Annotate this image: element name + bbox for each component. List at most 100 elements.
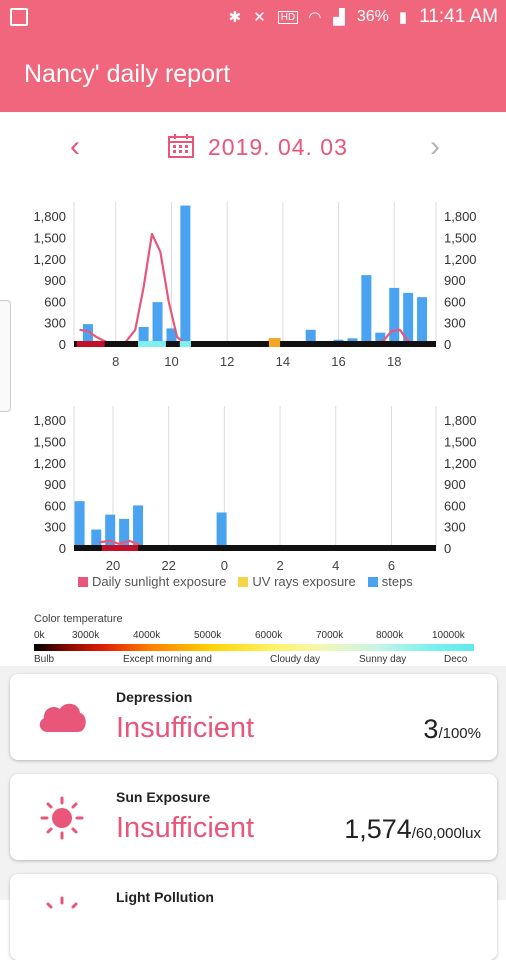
ct-label: Except morning and [123, 654, 212, 665]
ct-tick: 3000k [72, 630, 100, 641]
steps-bar [91, 529, 102, 548]
color-temperature-labels: Bulb Except morning and Cloudy day Sunny… [34, 654, 474, 666]
y-tick-label-right: 900 [444, 273, 466, 288]
y-tick-label-left: 900 [44, 477, 66, 492]
x-tick-label: 2 [276, 558, 283, 573]
y-tick-label-right: 1,500 [444, 231, 477, 246]
steps-bar [133, 505, 144, 548]
x-tick-label: 20 [106, 558, 120, 573]
baseline-strip [74, 341, 436, 347]
status-bar: ✱ ✕ HD ◠ ▟ 36% ▮ 11:41 AM [0, 0, 506, 36]
previous-day-button[interactable]: ‹ [70, 130, 80, 163]
y-tick-label-right: 600 [444, 294, 466, 309]
chart-legend: Daily sunlight exposure UV rays exposure… [78, 574, 413, 589]
baseline-strip-segment [76, 341, 105, 347]
battery-icon: ▮ [398, 9, 410, 26]
x-tick-label: 14 [276, 354, 290, 369]
steps-bar [152, 302, 163, 344]
light-pollution-card[interactable]: Light Pollution [10, 874, 497, 960]
card-status: Insufficient [116, 812, 255, 844]
y-tick-label-left: 300 [44, 520, 66, 535]
y-tick-label-right: 1,500 [444, 435, 477, 450]
y-tick-label-left: 1,800 [33, 413, 66, 428]
ct-label: Cloudy day [270, 654, 321, 665]
y-tick-label-left: 600 [44, 498, 66, 513]
ct-tick: 7000k [316, 630, 344, 641]
baseline-strip-segment [179, 341, 191, 347]
x-tick-label: 10 [164, 354, 178, 369]
color-temperature-scale: Color temperature 0k 3000k 4000k 5000k 6… [0, 606, 506, 670]
steps-bar [403, 292, 414, 344]
card-title: Depression [116, 689, 193, 705]
next-day-button[interactable]: › [430, 130, 440, 163]
ct-tick: 4000k [133, 630, 161, 641]
y-tick-label-left: 600 [44, 294, 66, 309]
ct-label: Sunny day [359, 654, 407, 665]
y-tick-label-right: 1,200 [444, 456, 477, 471]
hd-voice-badge: HD [277, 10, 299, 24]
y-tick-label-left: 1,200 [33, 456, 66, 471]
cloud-icon [39, 703, 86, 732]
ct-tick: 8000k [376, 630, 404, 641]
y-tick-label-right: 1,800 [444, 209, 477, 224]
page-title: Nancy' daily report [24, 60, 231, 88]
x-tick-label: 22 [161, 558, 175, 573]
steps-bar [389, 287, 400, 344]
depression-card[interactable]: Depression Insufficient 3/100% [10, 674, 497, 760]
steps-bar [105, 514, 116, 548]
x-tick-label: 18 [387, 354, 401, 369]
y-tick-label-right: 300 [444, 520, 466, 535]
report-cards: Depression Insufficient 3/100% Sun Expos… [0, 666, 506, 960]
y-tick-label-left: 0 [59, 541, 66, 556]
steps-bar [166, 328, 177, 344]
y-tick-label-left: 0 [59, 337, 66, 352]
steps-bar [138, 326, 149, 344]
x-tick-label: 6 [388, 558, 395, 573]
sun-icon [46, 896, 78, 909]
x-tick-label: 8 [112, 354, 119, 369]
status-right: ✱ ✕ HD ◠ ▟ 36% ▮ 11:41 AM [229, 6, 498, 28]
card-value: 3/100% [423, 714, 481, 745]
steps-bar [216, 512, 227, 548]
app-bar: Nancy' daily report [0, 36, 506, 112]
side-drawer-handle[interactable] [0, 300, 11, 412]
battery-level: 36% [356, 8, 389, 25]
steps-bar [305, 329, 316, 344]
ct-tick: 0k [34, 630, 45, 641]
value-number: 1,574 [344, 814, 412, 844]
card-title: Light Pollution [116, 889, 214, 905]
y-tick-label-left: 1,500 [33, 231, 66, 246]
x-tick-label: 16 [331, 354, 345, 369]
calendar-icon[interactable] [168, 134, 194, 158]
activity-chart-morning: 8 10 12 14 16 18 0 0 300 300 600 600 900 900 1,200 1,20… [33, 202, 477, 369]
steps-bar [375, 332, 386, 344]
bluetooth-icon: ✱ [228, 9, 244, 26]
ct-tick: 6000k [255, 630, 283, 641]
x-tick-label: 4 [332, 558, 339, 573]
value-unit: /100% [438, 725, 481, 742]
steps-bar [82, 324, 93, 344]
card-status: Insufficient [116, 712, 255, 744]
current-date[interactable]: 2019. 04. 03 [208, 134, 348, 160]
y-tick-label-left: 1,200 [33, 252, 66, 267]
sun-icon [40, 796, 84, 840]
wifi-icon: ◠ [308, 9, 324, 26]
signal-icon: ▟ [333, 9, 347, 26]
y-tick-label-right: 600 [444, 498, 466, 513]
y-tick-label-left: 1,500 [33, 435, 66, 450]
y-tick-label-right: 900 [444, 477, 466, 492]
sun-exposure-card[interactable]: Sun Exposure Insufficient 1,574/60,000lu… [10, 774, 497, 860]
baseline-strip-segment [101, 545, 139, 551]
steps-bar [361, 275, 372, 344]
card-title: Sun Exposure [116, 789, 211, 805]
card-value: 1,574/60,000lux [344, 814, 481, 845]
ct-label: Bulb [34, 654, 55, 665]
steps-bar [180, 205, 191, 344]
y-tick-label-left: 1,800 [33, 209, 66, 224]
y-tick-label-right: 1,800 [444, 413, 477, 428]
date-navigation: ‹ 2019. 04. 03 › [0, 112, 506, 182]
color-temperature-ticks: 0k 3000k 4000k 5000k 6000k 7000k 8000k 1… [34, 630, 474, 642]
gallery-icon [10, 8, 28, 26]
legend-item-uv: UV rays exposure [238, 574, 356, 589]
